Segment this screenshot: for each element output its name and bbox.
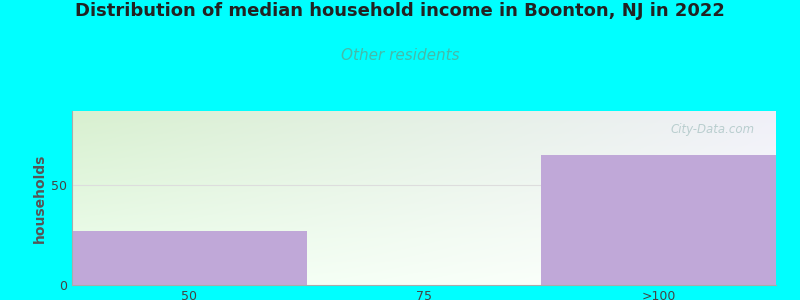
Text: Distribution of median household income in Boonton, NJ in 2022: Distribution of median household income …	[75, 2, 725, 20]
Text: Other residents: Other residents	[341, 48, 459, 63]
Text: City-Data.com: City-Data.com	[670, 123, 755, 136]
Bar	[72, 231, 306, 285]
Y-axis label: households: households	[33, 153, 47, 243]
Bar	[542, 155, 776, 285]
